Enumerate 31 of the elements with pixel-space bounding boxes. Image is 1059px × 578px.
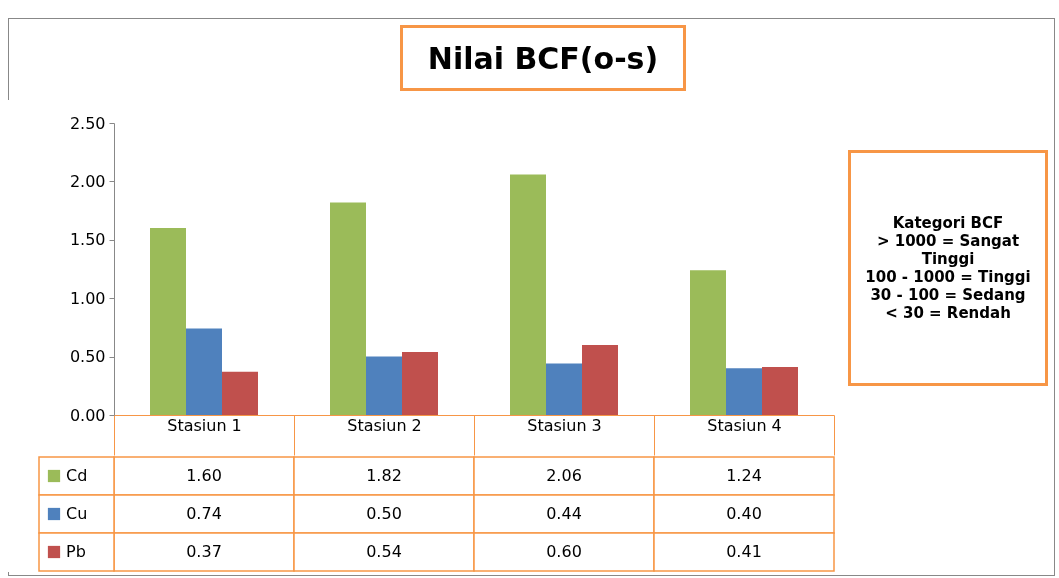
x-tick-label: Stasiun 1 <box>167 415 242 435</box>
data-label: 2.06 <box>546 466 582 485</box>
y-tick-label: 1.00 <box>69 288 106 308</box>
text: < 30 = Rendah <box>884 304 1012 322</box>
legend-label: Cd <box>66 466 88 485</box>
x-tick-label: Stasiun 2 <box>347 415 422 435</box>
data-label: 0.74 <box>186 504 222 523</box>
y-tick-label: 1.50 <box>69 230 106 250</box>
chart-title: Nilai BCF(o-s) <box>400 25 686 91</box>
x-tick-label: Stasiun 3 <box>527 415 602 435</box>
data-label: 0.44 <box>546 504 582 523</box>
data-label: 0.50 <box>366 504 402 523</box>
legend-label: Pb <box>66 542 86 561</box>
x-tick-label: Stasiun 4 <box>707 415 782 435</box>
y-tick-label: 0.50 <box>69 347 106 367</box>
text: > 1000 = Sangat Tinggi <box>875 232 1021 268</box>
data-label: 1.82 <box>366 466 402 485</box>
y-tick-label: 2.00 <box>69 171 106 191</box>
data-label: 0.60 <box>546 542 582 561</box>
data-label: 0.41 <box>726 542 762 561</box>
y-tick-label: 2.50 <box>69 113 106 133</box>
text: 30 - 100 = Sedang <box>869 286 1027 304</box>
data-label: 0.40 <box>726 504 762 523</box>
data-label: 0.37 <box>186 542 222 561</box>
data-label: 0.54 <box>366 542 402 561</box>
data-label: 1.60 <box>186 466 222 485</box>
y-tick-label: 0.00 <box>69 405 106 425</box>
data-label: 1.24 <box>726 466 762 485</box>
text: Kategori BCF <box>891 214 1005 232</box>
legend-label: Cu <box>66 504 88 523</box>
text: 100 - 1000 = Tinggi <box>864 268 1032 286</box>
